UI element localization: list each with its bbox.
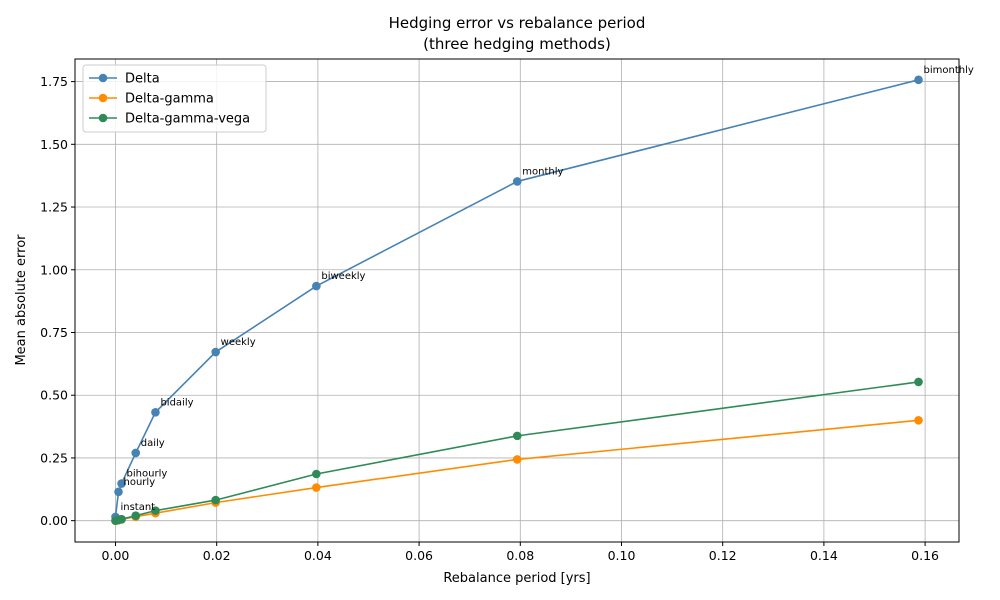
series-line-delta [114,79,919,518]
data-point-delta [114,487,123,497]
y-tick-label: 1.50 [40,137,68,152]
x-tick-label: 0.06 [405,548,433,563]
annotation-monthly: monthly [522,166,563,177]
data-point-delta [512,177,522,186]
x-tick-label: 0.00 [102,548,130,563]
y-tick-label: 0.75 [40,325,68,340]
y-tick-label: 0.50 [40,388,68,403]
annotation-hourly: hourly [124,477,156,488]
x-tick-label: 0.10 [608,548,636,563]
annotation-bimonthly: bimonthly [924,65,974,76]
legend-label-delta-gamma-vega: Delta-gamma-vega [125,112,250,127]
data-point-delta-gamma-vega [151,506,160,515]
legend-marker-delta [98,73,108,83]
grid-lines [75,59,959,542]
data-point-delta [131,448,141,458]
x-tick-label: 0.12 [709,548,737,563]
legend-label-delta: Delta [125,72,160,87]
data-point-delta-gamma-vega [512,431,522,441]
data-point-delta-gamma-vega [914,377,923,387]
data-point-delta-gamma [914,416,923,425]
x-tick-label: 0.16 [911,548,939,563]
legend-box [82,64,267,133]
x-tick-label: 0.14 [810,548,838,563]
annotation-daily: daily [141,438,165,449]
x-tick-label: 0.04 [304,548,332,563]
annotation-bihourly: bihourly [127,469,168,480]
data-point-delta-gamma-vega [211,495,220,505]
x-axis-ticks: 0.00 0.02 0.04 0.06 0.08 0.10 0.12 0.14 0.16 [102,542,939,563]
data-point-delta [914,75,923,85]
chart-title-line-2: (three hedging methods) [423,35,611,53]
plot-frame [74,58,960,543]
series-lines [111,75,923,525]
annotation-weekly: weekly [221,337,256,348]
chart-title-line-1: Hedging error vs rebalance period [389,14,646,32]
data-point-delta [211,347,220,357]
data-point-delta [151,407,160,417]
data-point-delta-gamma [312,483,321,492]
legend-marker-delta-gamma-vega [98,113,108,123]
x-tick-label: 0.02 [203,548,231,563]
y-tick-label: 0.00 [40,513,68,528]
x-tick-label: 0.08 [506,548,534,563]
data-point-delta-gamma-vega [117,514,126,524]
data-point-delta [117,479,126,488]
annotation-instant: instant [120,502,155,513]
data-point-delta-gamma-vega [312,469,321,479]
y-tick-label: 1.00 [40,262,68,277]
legend-label-delta-gamma: Delta-gamma [125,92,214,107]
data-point-delta [312,281,321,291]
y-tick-label: 1.75 [40,74,68,89]
data-point-delta-gamma-vega [131,511,141,520]
legend-marker-delta-gamma [98,93,108,103]
y-axis-ticks: 0.00 0.25 0.50 0.75 1.00 1.25 1.50 1.75 [40,74,75,528]
x-axis-label: Rebalance period [yrs] [443,571,590,586]
annotation-bidaily: bidaily [160,397,193,408]
legend: Delta Delta-gamma Delta-gamma-vega [82,64,267,133]
data-point-delta-gamma [512,455,522,464]
annotation-biweekly: biweekly [321,271,365,282]
y-tick-label: 0.25 [40,450,68,465]
y-tick-label: 1.25 [40,200,68,215]
y-axis-label: Mean absolute error [14,234,29,366]
